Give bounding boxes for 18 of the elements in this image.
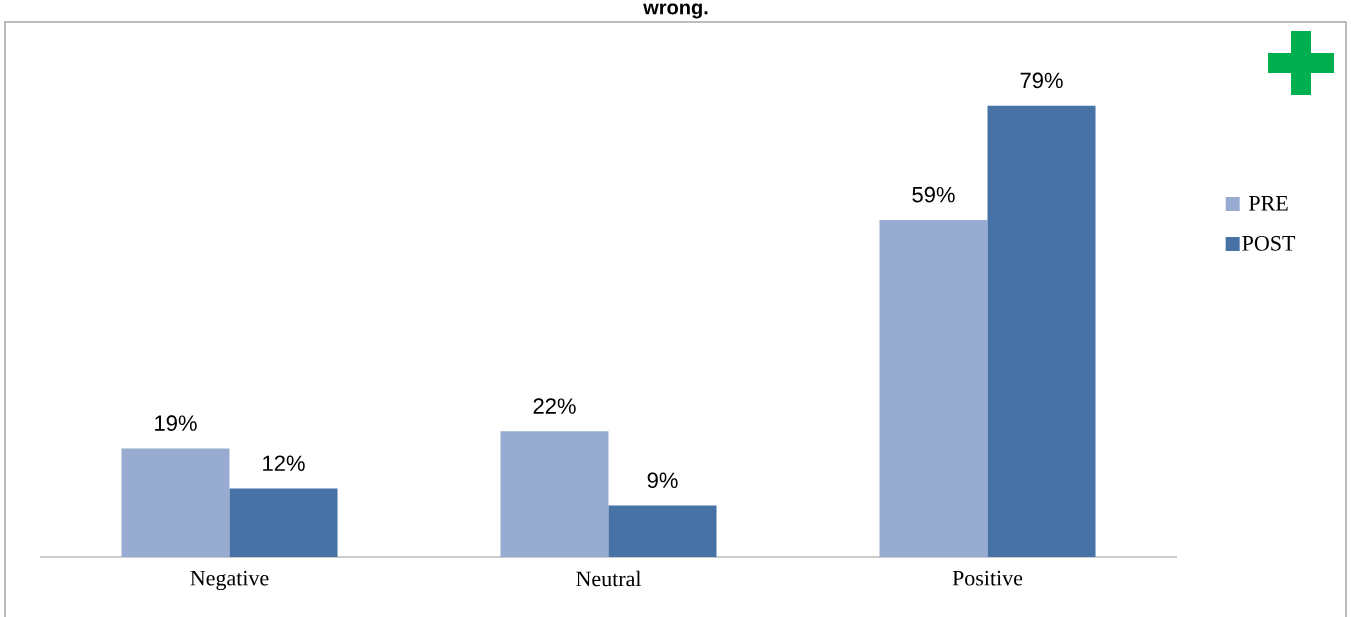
data-label: 19% xyxy=(155,415,197,431)
data-label: 12% xyxy=(263,455,305,471)
data-label: 59% xyxy=(912,186,955,203)
bar xyxy=(987,105,1096,557)
bar xyxy=(879,219,988,557)
chart-title: wrong. xyxy=(643,3,708,19)
legend-label: PRE xyxy=(1249,196,1288,211)
data-label: 22% xyxy=(533,398,576,414)
bar xyxy=(229,488,338,557)
x-tick-label: Neutral xyxy=(576,570,642,587)
bar xyxy=(608,505,717,557)
data-label: 9% xyxy=(647,472,678,489)
legend-label: POST xyxy=(1242,235,1296,251)
data-label: 79% xyxy=(1020,72,1063,89)
bar xyxy=(500,431,609,557)
x-tick-label: Positive xyxy=(952,570,1023,586)
bar xyxy=(121,448,230,557)
x-tick-label: Negative xyxy=(190,570,269,591)
